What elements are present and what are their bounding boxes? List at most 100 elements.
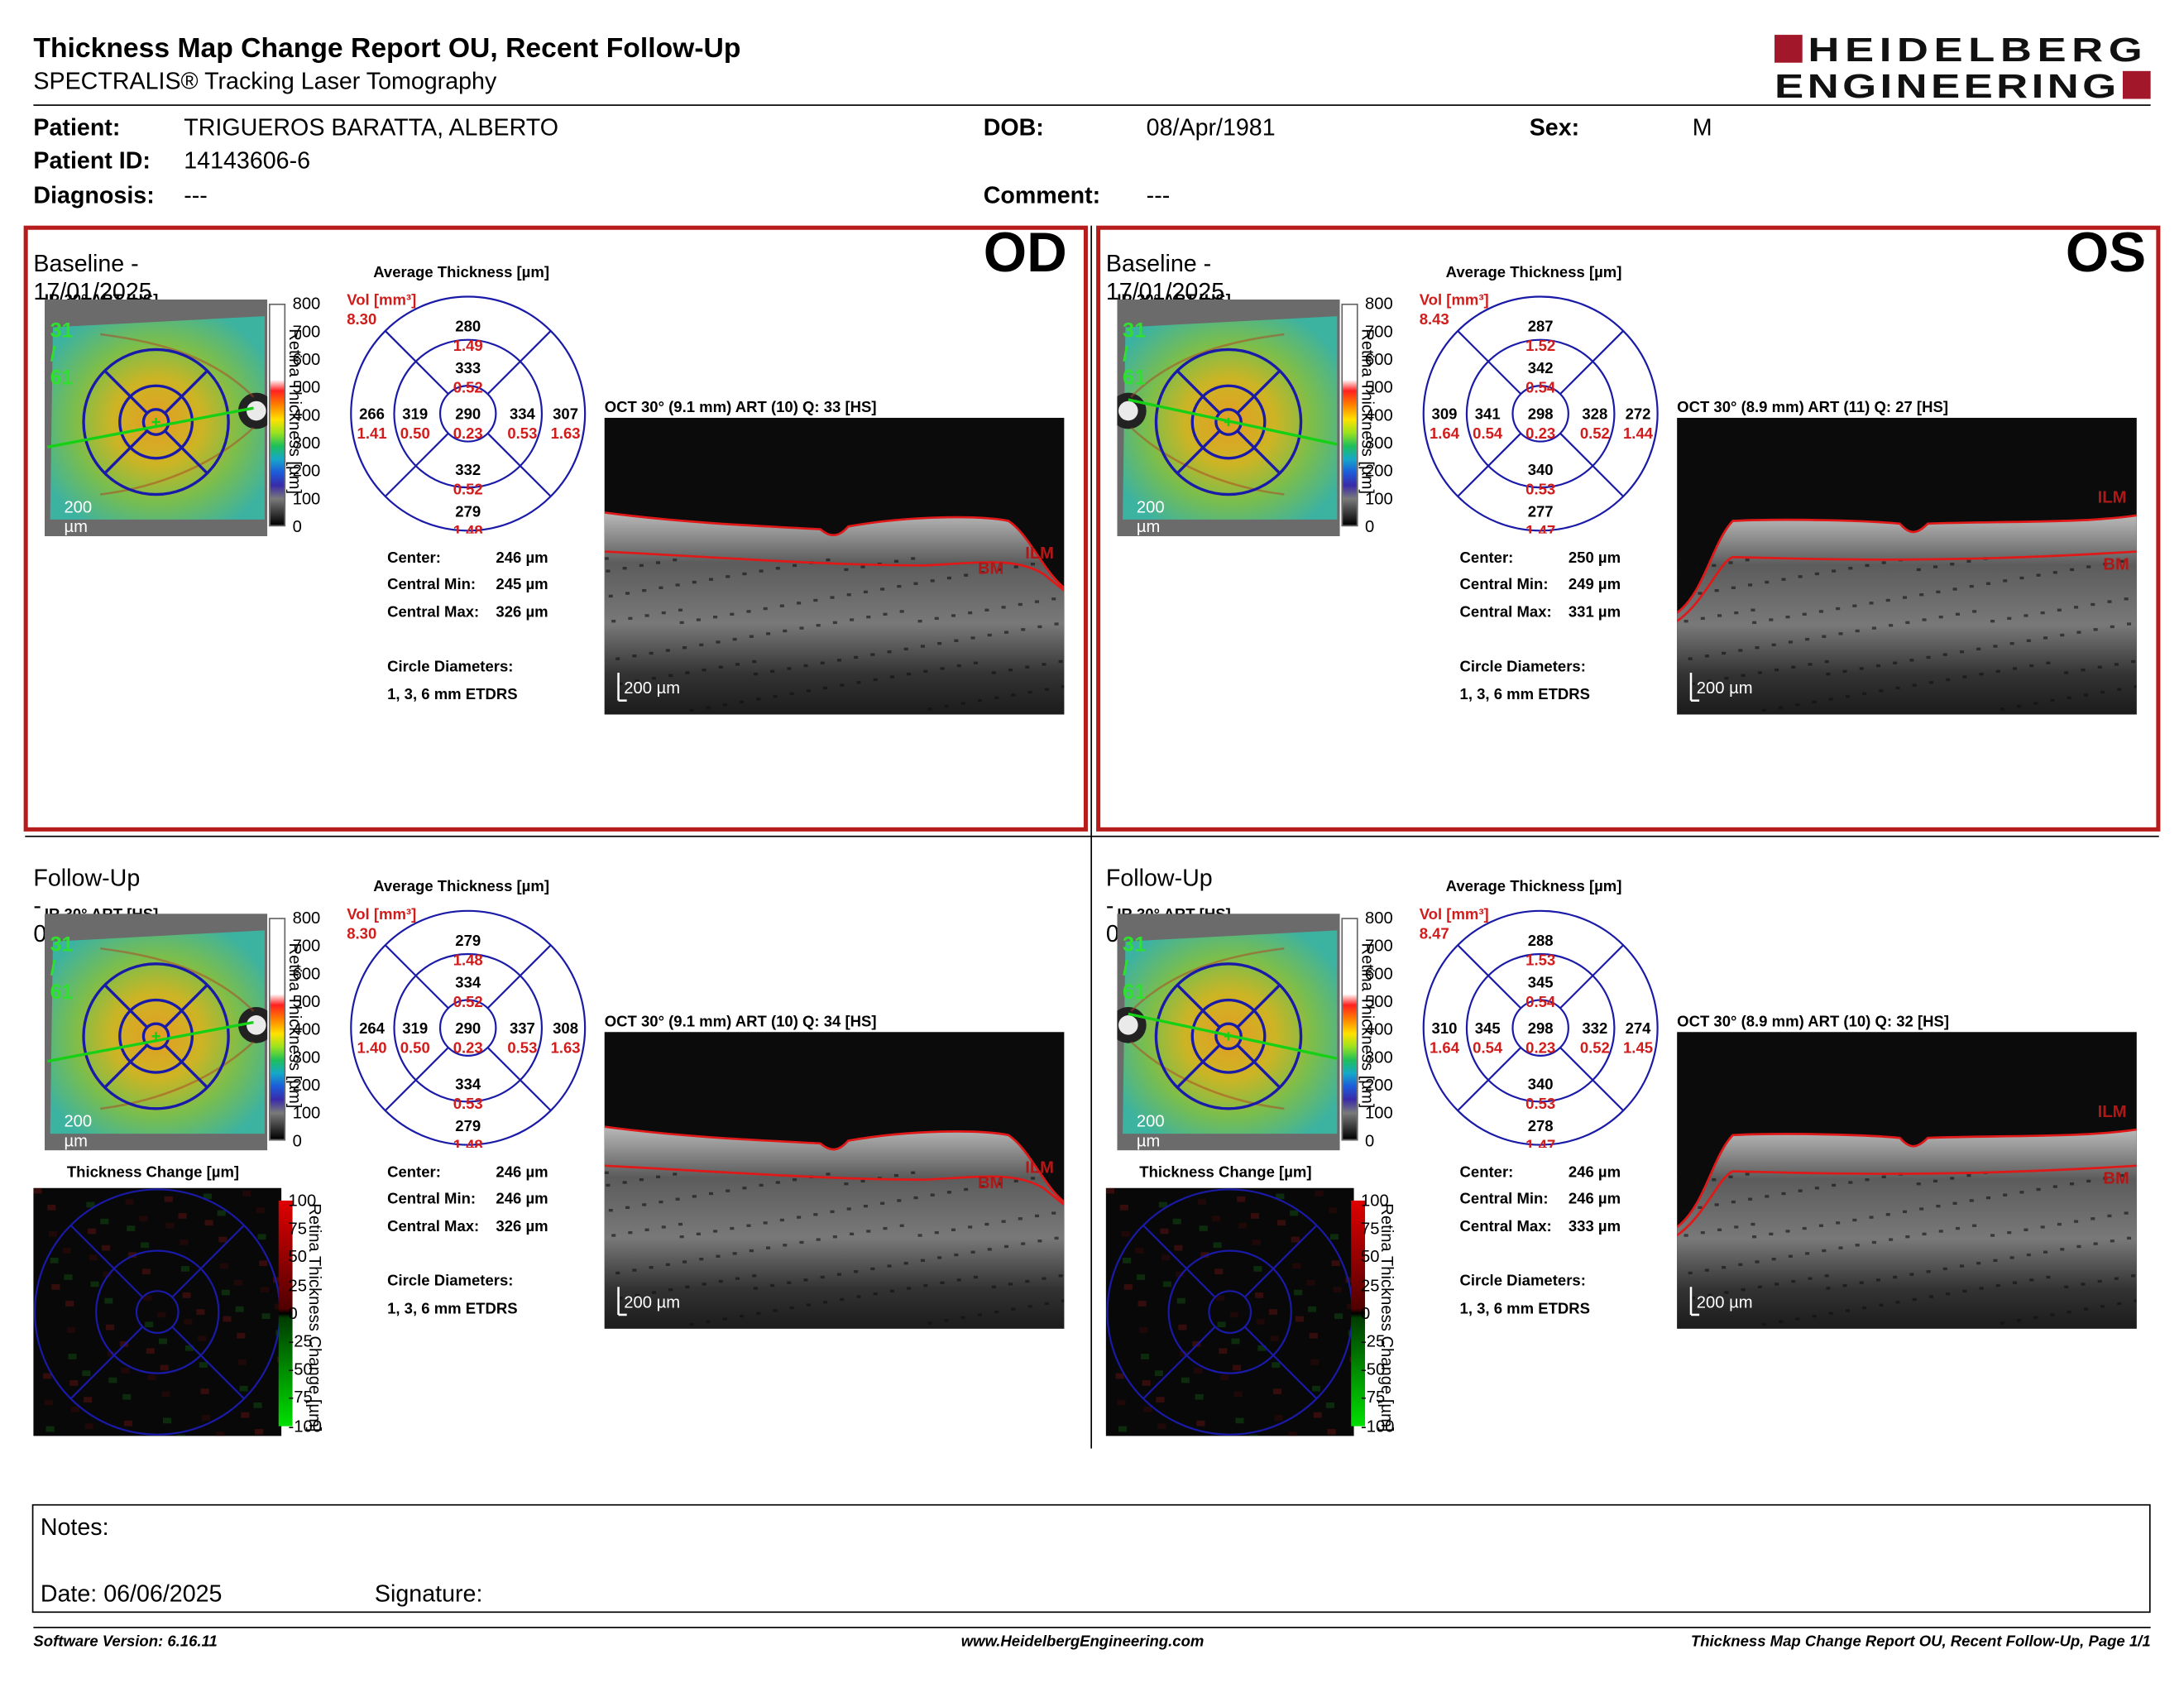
oct-scale-label: 200 µm — [624, 678, 681, 698]
total-volume: 8.43 — [1419, 312, 1449, 329]
fundus-scale-label: 200 µm — [1136, 496, 1165, 537]
etdrs-thickness-map: 290 0.23 334 0.52 334 0.53 337 0.53 319 0.50 279 1.… — [348, 908, 588, 1153]
stat-min-label: Central Min: — [387, 1191, 477, 1208]
stat-center-value: 250 µm — [1568, 549, 1621, 568]
stat-max-value: 333 µm — [1568, 1218, 1621, 1235]
sector-volume: 1.48 — [453, 522, 483, 534]
sector-thickness: 272 — [1626, 405, 1651, 423]
stat-center-value: 246 µm — [496, 1164, 548, 1182]
change-tick-label: -75 — [1360, 1388, 1386, 1407]
thickness-axis-label: Retina Thickness [µm] — [1358, 328, 1378, 495]
sector-thickness: 345 — [1528, 973, 1554, 990]
change-tick-label: -100 — [288, 1416, 322, 1436]
sector-thickness: 279 — [455, 932, 481, 949]
frame-counter: 31 / 61 — [50, 933, 74, 1005]
sector-thickness: 287 — [1528, 318, 1554, 335]
stat-circle-label: Circle Diameters: — [387, 1273, 514, 1290]
thickness-tick-label: 700 — [292, 321, 321, 342]
thickness-tick-label: 0 — [292, 516, 302, 537]
sector-volume: 0.53 — [1525, 1095, 1555, 1112]
avg-thickness-label: Average Thickness [µm] — [1445, 879, 1622, 896]
ilm-label: ILM — [2097, 487, 2127, 507]
stat-center-label: Center: — [1459, 1164, 1514, 1182]
stat-circle: 1, 3, 6 mm ETDRS — [387, 1301, 518, 1318]
etdrs-thickness-map: 298 0.23 342 0.54 340 0.53 328 0.52 341 0.54 287 1.… — [1420, 294, 1660, 539]
sector-volume: 0.52 — [1580, 424, 1610, 442]
thickness-tick-label: 400 — [1365, 405, 1393, 425]
oct-label: OCT 30° (9.1 mm) ART (10) Q: 34 [HS] — [604, 1014, 877, 1031]
thickness-color-bar — [268, 918, 286, 1141]
od-baseline-frame — [23, 225, 1088, 832]
sector-volume: 1.44 — [1623, 424, 1654, 442]
change-tick-label: 75 — [288, 1219, 308, 1239]
stat-circle-label: Circle Diameters: — [1459, 1273, 1586, 1290]
thickness-axis-label: Retina Thickness [µm] — [1358, 942, 1378, 1109]
sector-volume: 0.54 — [1525, 379, 1556, 396]
sector-thickness: 308 — [553, 1019, 578, 1037]
thickness-change-label: Thickness Change [µm] — [1139, 1164, 1312, 1182]
thickness-color-bar — [1341, 918, 1358, 1141]
stat-min-value: 246 µm — [1568, 1191, 1621, 1208]
change-tick-label: 100 — [288, 1191, 317, 1211]
sector-thickness: 342 — [1528, 359, 1554, 376]
oct-scale-label: 200 µm — [624, 1292, 681, 1312]
notes-date: Date: 06/06/2025 — [40, 1580, 223, 1608]
sector-thickness: 334 — [510, 405, 536, 423]
footer-page: Thickness Map Change Report OU, Recent F… — [1690, 1633, 2151, 1651]
oct-bscan-image: 200 µm ILM BM — [604, 1032, 1065, 1329]
mid-vertical-divider — [1090, 225, 1093, 1449]
change-tick-label: -50 — [288, 1360, 313, 1379]
thickness-tick-label: 400 — [292, 1019, 321, 1039]
thickness-tick-label: 0 — [1365, 516, 1375, 537]
sector-volume: 0.52 — [1580, 1039, 1610, 1057]
avg-thickness-label: Average Thickness [µm] — [373, 879, 550, 896]
stat-center-value: 246 µm — [1568, 1164, 1621, 1182]
change-tick-label: 50 — [1360, 1247, 1380, 1267]
bm-boundary-line — [1677, 1164, 2137, 1237]
change-axis-label: Retina Thickness Change [µm] — [1377, 1203, 1397, 1432]
oct-label: OCT 30° (9.1 mm) ART (10) Q: 33 [HS] — [604, 400, 877, 417]
sector-volume: 1.63 — [551, 1039, 581, 1057]
thickness-tick-label: 500 — [1365, 991, 1393, 1012]
total-volume: 8.30 — [347, 312, 377, 329]
thickness-axis-label: Retina Thickness [µm] — [285, 328, 305, 495]
stat-min-label: Central Min: — [1459, 576, 1549, 594]
stat-circle: 1, 3, 6 mm ETDRS — [1459, 686, 1591, 704]
bm-label: BM — [977, 1172, 1004, 1192]
sector-volume: 1.64 — [1430, 424, 1460, 442]
change-axis-label: Retina Thickness Change [µm] — [304, 1203, 325, 1432]
retina-tissue — [1677, 1129, 2137, 1329]
patient-name: TRIGUEROS BARATTA, ALBERTO — [184, 114, 559, 141]
footer-website[interactable]: www.HeidelbergEngineering.com — [960, 1633, 1205, 1651]
comment-value: --- — [1146, 182, 1171, 209]
change-tick-label: 100 — [1360, 1191, 1389, 1211]
sector-volume: 0.54 — [1473, 424, 1503, 442]
change-tick-label: 50 — [288, 1247, 308, 1267]
thickness-tick-label: 200 — [292, 1075, 321, 1095]
vol-label: Vol [mm³] — [1419, 906, 1489, 923]
thickness-tick-label: 500 — [292, 377, 321, 397]
sector-thickness: 279 — [455, 1117, 481, 1134]
sector-thickness: 298 — [1528, 405, 1554, 423]
total-volume: 8.30 — [347, 926, 377, 943]
thickness-tick-label: 300 — [1365, 1047, 1393, 1067]
stat-max-value: 331 µm — [1568, 604, 1621, 621]
stat-min-value: 245 µm — [496, 576, 548, 594]
thickness-tick-label: 100 — [1365, 1103, 1393, 1123]
thickness-tick-label: 400 — [292, 405, 321, 425]
change-tick-label: 0 — [288, 1303, 298, 1323]
thickness-tick-label: 800 — [1365, 908, 1393, 928]
vol-label: Vol [mm³] — [1419, 292, 1489, 309]
thickness-tick-label: 800 — [292, 908, 321, 928]
stat-max-label: Central Max: — [1459, 1218, 1552, 1235]
change-tick-label: 25 — [288, 1275, 308, 1295]
ilm-label: ILM — [1025, 1157, 1055, 1177]
sex-label: Sex: — [1529, 114, 1580, 141]
sector-thickness: 319 — [402, 1019, 428, 1037]
diagnosis-label: Diagnosis: — [33, 182, 155, 209]
sector-thickness: 340 — [1528, 461, 1554, 478]
sector-thickness: 290 — [455, 1019, 481, 1037]
sex-value: M — [1692, 114, 1712, 141]
vol-label: Vol [mm³] — [347, 292, 417, 309]
bm-boundary-line — [604, 1164, 1065, 1206]
